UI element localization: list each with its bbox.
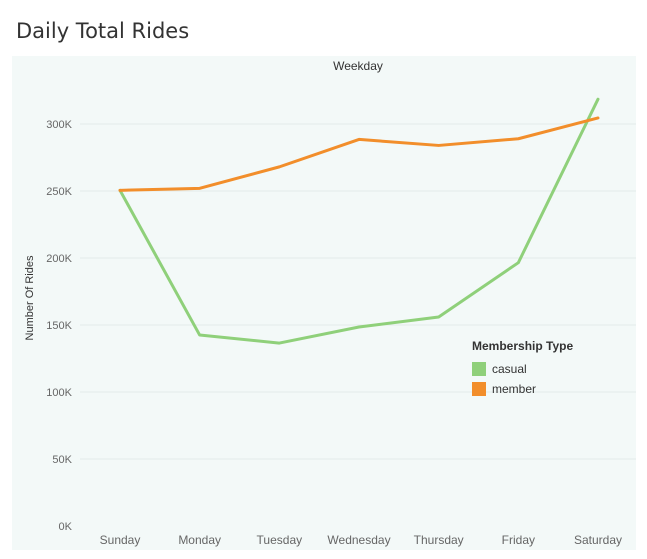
x-axis-ticks: Sunday Monday Tuesday Wednesday Thursday Frid… — [100, 533, 622, 547]
column-header: Weekday — [333, 59, 383, 73]
x-tick-label: Thursday — [414, 533, 464, 547]
x-tick-label: Tuesday — [257, 533, 303, 547]
page-title: Daily Total Rides — [16, 19, 190, 43]
y-tick-label: 250K — [46, 186, 72, 198]
legend-title: Membership Type — [472, 339, 574, 353]
legend-label-casual: casual — [492, 362, 527, 376]
y-tick-label: 100K — [46, 387, 72, 399]
x-tick-label: Saturday — [574, 533, 622, 547]
y-tick-label: 50K — [52, 454, 72, 466]
y-tick-label: 200K — [46, 253, 72, 265]
x-tick-label: Monday — [178, 533, 221, 547]
legend-swatch-casual — [472, 362, 486, 376]
legend: Membership Type casual member — [472, 339, 573, 399]
x-tick-label: Sunday — [100, 533, 141, 547]
legend-label-member: member — [492, 382, 537, 396]
legend-item-casual[interactable]: casual — [472, 359, 573, 379]
series-lines — [118, 97, 600, 345]
legend-swatch-member — [472, 382, 486, 396]
series-line-member[interactable] — [118, 116, 600, 192]
legend-item-member[interactable]: member — [472, 379, 573, 399]
y-tick-label: 0K — [59, 521, 73, 533]
plot-background — [12, 56, 636, 550]
y-tick-label: 150K — [46, 320, 72, 332]
x-tick-label: Wednesday — [327, 533, 390, 547]
y-tick-label: 300K — [46, 119, 72, 131]
gridlines — [80, 123, 636, 460]
x-tick-label: Friday — [502, 533, 535, 547]
series-line-casual[interactable] — [118, 97, 600, 345]
y-axis-label: Number Of Rides — [24, 255, 36, 340]
y-axis-ticks: 0K 50K 100K 150K 200K 250K 300K — [46, 119, 72, 533]
